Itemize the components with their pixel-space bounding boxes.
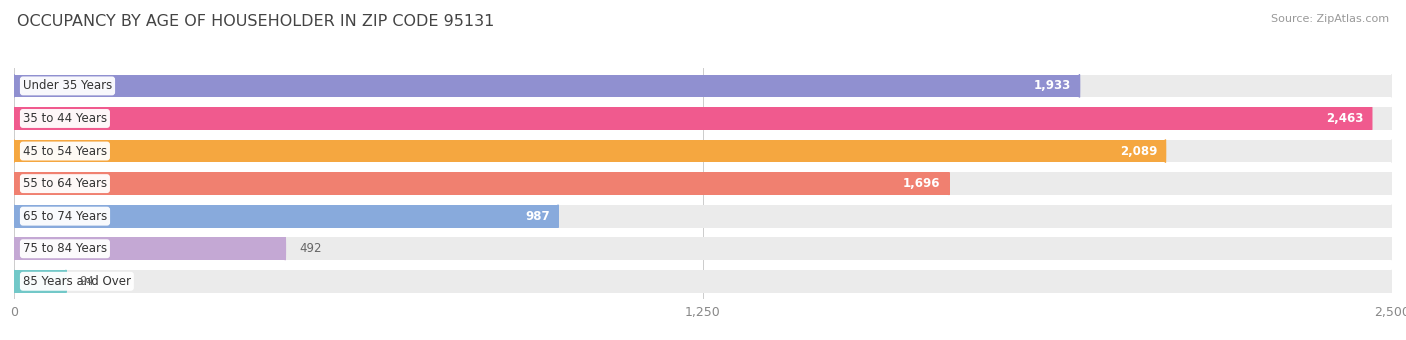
Text: Under 35 Years: Under 35 Years	[22, 80, 112, 92]
Bar	[14, 270, 1392, 293]
Text: 35 to 44 Years: 35 to 44 Years	[22, 112, 107, 125]
Text: 492: 492	[299, 242, 322, 255]
Bar	[14, 172, 1392, 195]
Text: OCCUPANCY BY AGE OF HOUSEHOLDER IN ZIP CODE 95131: OCCUPANCY BY AGE OF HOUSEHOLDER IN ZIP C…	[17, 14, 495, 29]
Text: Source: ZipAtlas.com: Source: ZipAtlas.com	[1271, 14, 1389, 23]
Bar	[14, 237, 1392, 260]
Bar	[14, 74, 1080, 97]
Bar	[14, 140, 1392, 163]
Text: 45 to 54 Years: 45 to 54 Years	[22, 144, 107, 157]
Bar	[14, 172, 949, 195]
Text: 1,933: 1,933	[1033, 80, 1071, 92]
Bar	[14, 107, 1371, 130]
Bar	[14, 107, 1392, 130]
Text: 2,089: 2,089	[1119, 144, 1157, 157]
Bar	[14, 237, 285, 260]
Text: 75 to 84 Years: 75 to 84 Years	[22, 242, 107, 255]
Text: 85 Years and Over: 85 Years and Over	[22, 275, 131, 288]
Bar	[14, 205, 1392, 227]
Text: 65 to 74 Years: 65 to 74 Years	[22, 210, 107, 223]
Text: 94: 94	[80, 275, 94, 288]
Text: 1,696: 1,696	[903, 177, 941, 190]
Text: 55 to 64 Years: 55 to 64 Years	[22, 177, 107, 190]
Text: 987: 987	[526, 210, 550, 223]
Bar	[14, 140, 1166, 163]
Bar	[14, 270, 66, 293]
Text: 2,463: 2,463	[1326, 112, 1364, 125]
Bar	[14, 205, 558, 227]
Bar	[14, 74, 1392, 97]
